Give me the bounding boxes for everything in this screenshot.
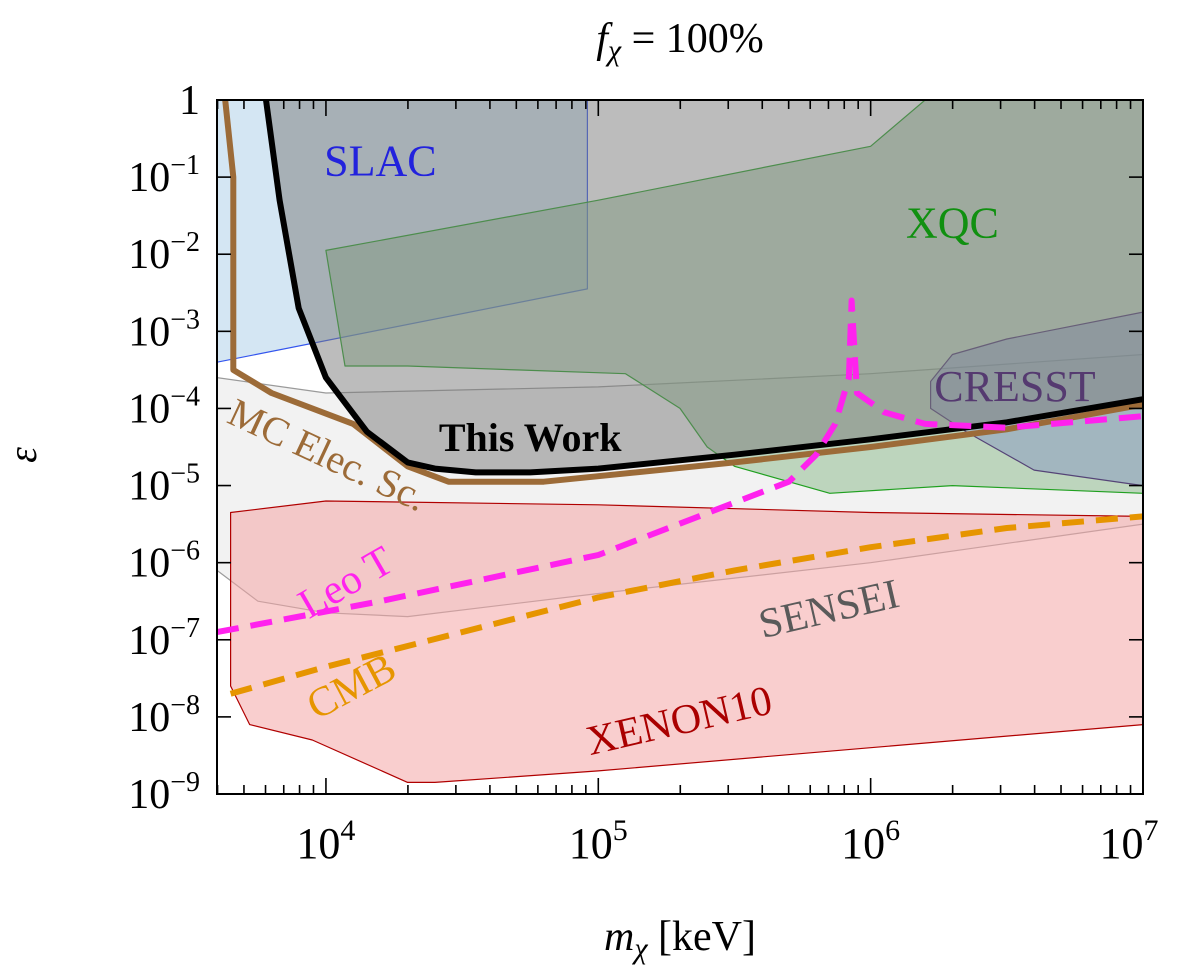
x-axis-unit: [keV] [658, 914, 756, 960]
y-tick-label: 10−9 [128, 767, 200, 818]
y-tick-label: 10−1 [128, 150, 200, 201]
y-axis-label: ε [0, 447, 45, 463]
label-xqc: XQC [906, 198, 999, 247]
y-tick-label: 10−5 [128, 459, 200, 510]
y-tick-label: 10−7 [128, 613, 200, 664]
y-tick-label: 10−8 [128, 690, 200, 741]
line-cmb [229, 513, 1143, 697]
line-leo-t [217, 297, 1143, 636]
x-axis-subscript: χ [631, 932, 648, 965]
line-mc-elec-sc [222, 100, 1143, 485]
x-tick-labels: 104 105 106 107 [296, 814, 1158, 868]
x-tick-label: 105 [569, 814, 628, 868]
y-tick-label: 10−2 [128, 227, 200, 278]
x-axis-symbol: m [604, 914, 634, 960]
region-layer [217, 100, 1143, 784]
region-xenon10 [230, 500, 1143, 784]
label-cresst: CRESST [934, 362, 1096, 411]
title-subscript: χ [605, 34, 622, 67]
label-slac: SLAC [324, 137, 436, 186]
x-tick-label: 107 [1100, 814, 1159, 868]
y-tick-label: 10−6 [128, 536, 200, 587]
line-this-work-edge [263, 100, 1143, 476]
title-rest: = 100% [621, 16, 764, 62]
chart-title: fχ = 100% [596, 16, 764, 67]
label-this-work: This Work [439, 415, 622, 460]
x-tick-label: 104 [296, 814, 355, 868]
x-tick-label: 106 [841, 814, 900, 868]
y-tick-label: 1 [179, 78, 200, 124]
y-tick-label: 10−3 [128, 304, 200, 355]
y-tick-label: 10−4 [128, 381, 200, 432]
y-tick-labels: 1 10−1 10−2 10−3 10−4 10−5 10−6 10−7 10−8 10−9 [128, 78, 200, 818]
x-axis-label: mχ [keV] [604, 914, 756, 965]
line-layer [217, 100, 1143, 697]
axis-ticks [216, 99, 1143, 795]
